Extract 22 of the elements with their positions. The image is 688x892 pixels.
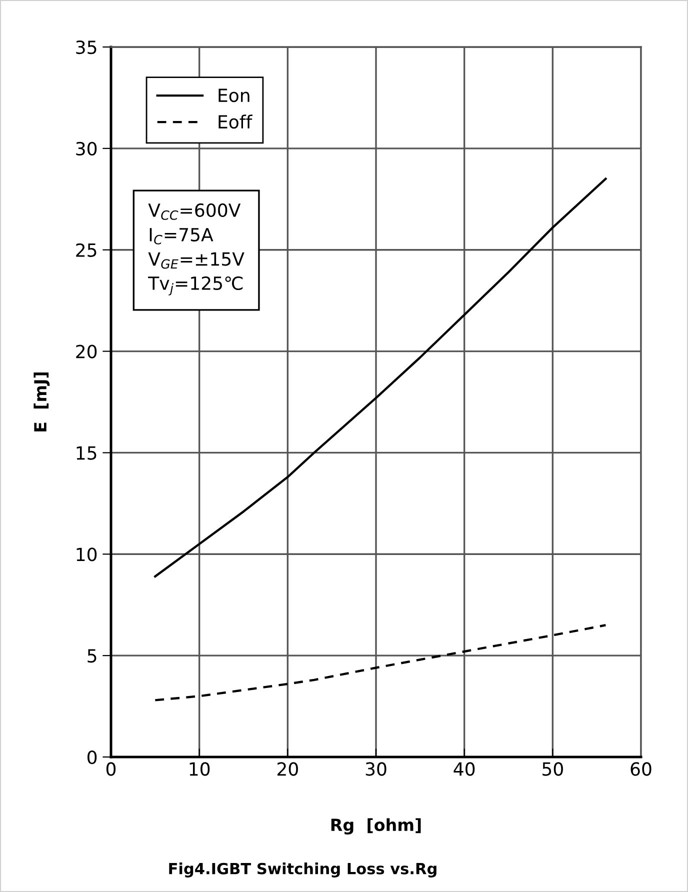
x-axis-title: Rg [ohm] [331, 818, 421, 834]
legend-label: Eoff [218, 114, 252, 129]
y-tick-label: 10 [76, 548, 97, 562]
x-tick-label: 10 [190, 762, 210, 776]
y-tick-label: 35 [76, 40, 96, 54]
x-tick-label: 60 [630, 762, 652, 776]
x-tick-label: 40 [454, 762, 475, 776]
y-axis-title: E [mJ] [34, 372, 50, 432]
y-tick-label: 25 [76, 243, 96, 257]
y-tick-label: 15 [76, 446, 96, 460]
text: Fig4.IGBT Switching Loss vs.Rg [169, 862, 436, 878]
x-tick-label: 30 [366, 762, 386, 776]
x-tick-label: 50 [542, 762, 563, 776]
x-tick-label: 0 [106, 762, 116, 776]
text: V$_{CC}$=600V I$_{C}$=75A V$_{GE}$=±15V Tv$_{j}$=125℃ [148, 203, 244, 296]
y-tick-label: 5 [88, 649, 96, 663]
x-tick-label: 20 [278, 762, 298, 776]
y-tick-label: 0 [88, 750, 97, 764]
line-series [154, 624, 607, 702]
legend-label: Eon [218, 88, 250, 102]
y-tick-label: 20 [76, 344, 97, 358]
y-tick-label: 30 [76, 142, 97, 156]
